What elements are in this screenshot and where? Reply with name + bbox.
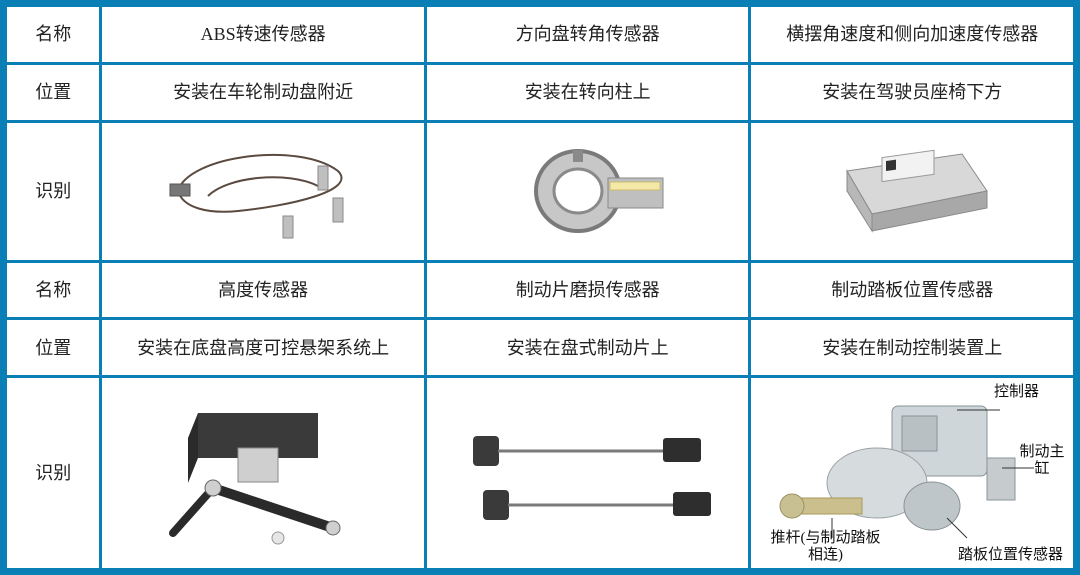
sensor-pos-3: 安装在底盘高度可控悬架系统上 [102, 320, 424, 375]
sensor-name-4: 制动片磨损传感器 [427, 263, 749, 318]
brake-pad-wear-sensor-icon [458, 398, 718, 548]
ann-controller: 控制器 [994, 384, 1039, 401]
sensor-table: 名称 ABS转速传感器 方向盘转角传感器 横摆角速度和侧向加速度传感器 位置 安… [4, 4, 1076, 571]
sensor-pos-4: 安装在盘式制动片上 [427, 320, 749, 375]
sensor-name-2: 横摆角速度和侧向加速度传感器 [751, 7, 1073, 62]
row-identify-top: 识别 [7, 123, 1073, 260]
label-position-top: 位置 [7, 65, 99, 120]
row-name-bottom: 名称 高度传感器 制动片磨损传感器 制动踏板位置传感器 [7, 263, 1073, 318]
sensor-name-0: ABS转速传感器 [102, 7, 424, 62]
row-name-top: 名称 ABS转速传感器 方向盘转角传感器 横摆角速度和侧向加速度传感器 [7, 7, 1073, 62]
label-name-top: 名称 [7, 7, 99, 62]
yaw-rate-sensor-icon [822, 136, 1002, 246]
label-identify-bottom: 识别 [7, 378, 99, 568]
sensor-pos-2: 安装在驾驶员座椅下方 [751, 65, 1073, 120]
ann-master-cylinder: 制动主缸 [1019, 444, 1065, 479]
row-identify-bottom: 识别 [7, 378, 1073, 568]
abs-sensor-icon [148, 136, 378, 246]
row-position-top: 位置 安装在车轮制动盘附近 安装在转向柱上 安装在驾驶员座椅下方 [7, 65, 1073, 120]
sensor-pos-0: 安装在车轮制动盘附近 [102, 65, 424, 120]
row-position-bottom: 位置 安装在底盘高度可控悬架系统上 安装在盘式制动片上 安装在制动控制装置上 [7, 320, 1073, 375]
sensor-pos-1: 安装在转向柱上 [427, 65, 749, 120]
sensor-name-5: 制动踏板位置传感器 [751, 263, 1073, 318]
sensor-image-1 [427, 123, 749, 260]
steering-angle-sensor-icon [498, 136, 678, 246]
sensor-image-2 [751, 123, 1073, 260]
sensor-image-5: 控制器 制动主缸 推杆(与制动踏板相连) 踏板位置传感器 [751, 378, 1073, 568]
label-name-bottom: 名称 [7, 263, 99, 318]
height-sensor-icon [143, 393, 383, 553]
sensor-name-1: 方向盘转角传感器 [427, 7, 749, 62]
ann-pedal-pos-sensor: 踏板位置传感器 [958, 547, 1063, 564]
label-identify-top: 识别 [7, 123, 99, 260]
label-position-bottom: 位置 [7, 320, 99, 375]
sensor-pos-5: 安装在制动控制装置上 [751, 320, 1073, 375]
ann-push-rod: 推杆(与制动踏板相连) [765, 530, 885, 565]
sensor-image-0 [102, 123, 424, 260]
sensor-image-4 [427, 378, 749, 568]
sensor-image-3 [102, 378, 424, 568]
sensor-name-3: 高度传感器 [102, 263, 424, 318]
